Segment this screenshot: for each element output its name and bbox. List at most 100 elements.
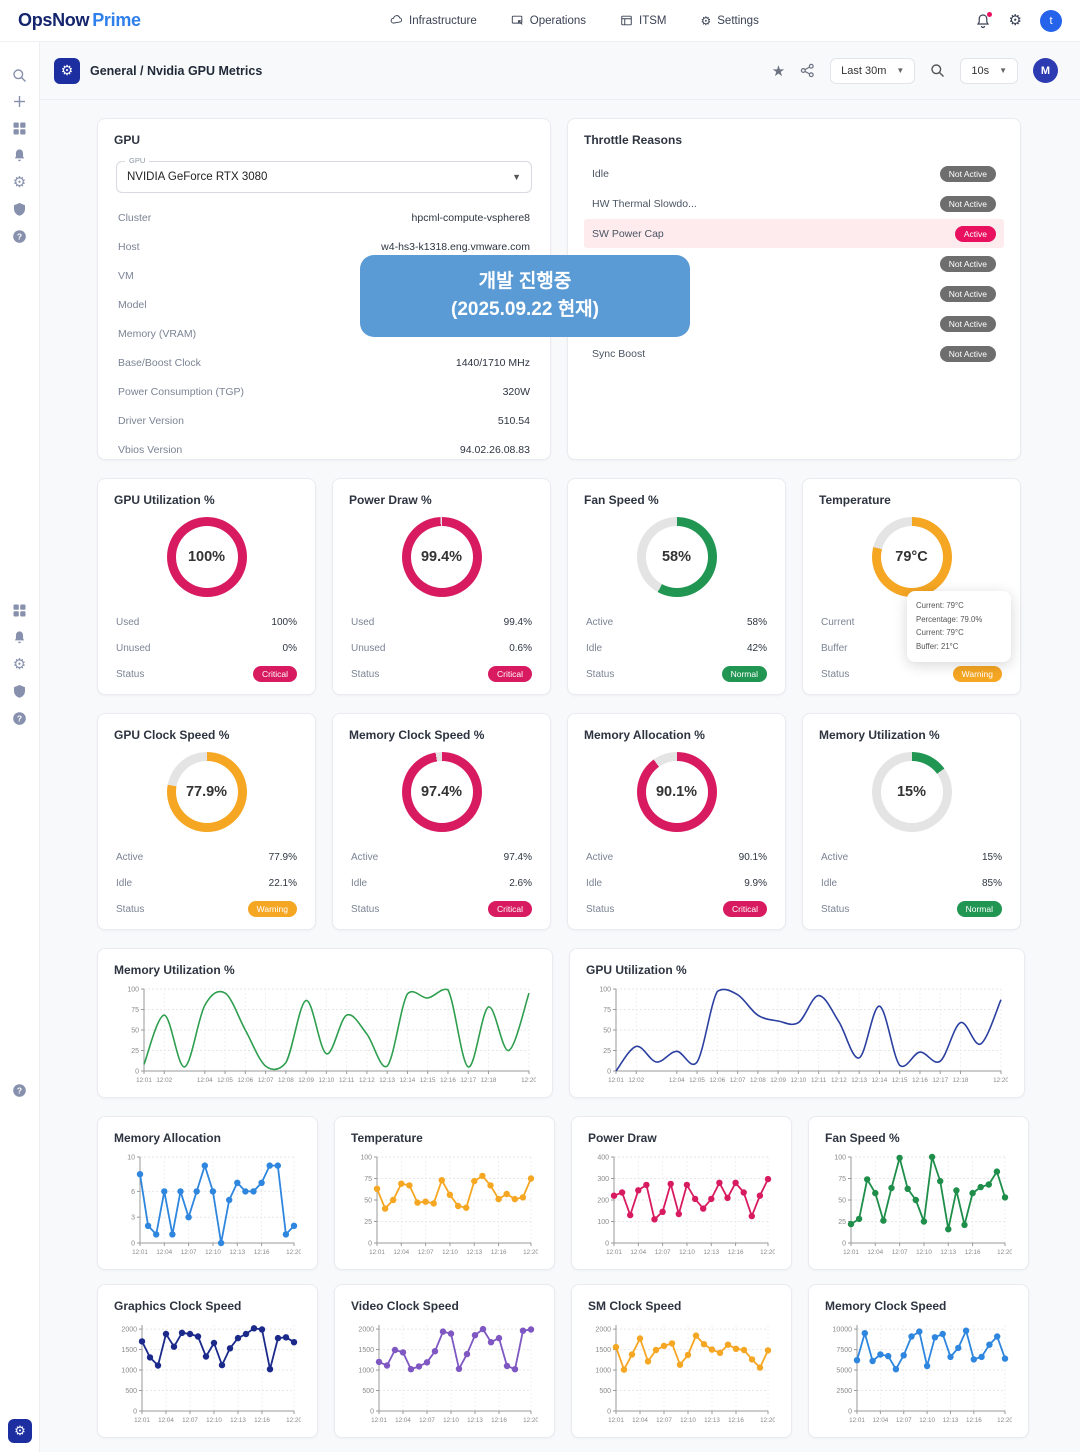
dashboard-icon[interactable]: [12, 603, 28, 619]
gear-icon: ⚙: [700, 13, 712, 28]
info-row: Cluster hpcml-compute-vsphere8: [118, 211, 530, 224]
svg-text:25: 25: [364, 1219, 372, 1226]
svg-text:12:07: 12:07: [656, 1417, 672, 1424]
nav-item-infrastructure[interactable]: Infrastructure: [390, 14, 477, 27]
shield-icon[interactable]: [12, 684, 28, 700]
help-icon[interactable]: ?: [12, 1083, 28, 1099]
svg-text:12:01: 12:01: [849, 1417, 865, 1424]
refresh-interval-dropdown[interactable]: 10s ▼: [960, 57, 1018, 84]
donut-gauge: 15%: [871, 752, 952, 832]
svg-text:12:06: 12:06: [237, 1077, 253, 1084]
svg-text:100: 100: [360, 1155, 372, 1162]
nav-item-itsm[interactable]: ITSM: [620, 14, 667, 27]
settings-fab-gear-icon[interactable]: ⚙: [8, 1419, 32, 1443]
svg-text:500: 500: [362, 1388, 374, 1395]
search-icon[interactable]: [930, 63, 945, 78]
svg-text:12:10: 12:10: [442, 1249, 458, 1256]
svg-text:12:18: 12:18: [481, 1077, 497, 1084]
donut-gauge: 97.4%: [401, 752, 482, 832]
status-badge: Not Active: [939, 195, 996, 212]
nav-item-settings[interactable]: ⚙ Settings: [700, 13, 759, 28]
settings-gear-icon[interactable]: ⚙: [1008, 12, 1022, 29]
app-logo[interactable]: OpsNow Prime: [18, 10, 141, 30]
development-notice-overlay: 개발 진행중 (2025.09.22 현재): [360, 255, 690, 337]
svg-text:12:04: 12:04: [158, 1417, 174, 1424]
svg-text:12:13: 12:13: [703, 1249, 719, 1256]
svg-text:0: 0: [607, 1409, 611, 1416]
gpu-select[interactable]: GPU NVIDIA GeForce RTX 3080 ▼: [116, 156, 532, 193]
dashboard-gear-icon[interactable]: ⚙: [54, 57, 80, 84]
help-icon[interactable]: ?: [12, 711, 28, 727]
svg-text:12:07: 12:07: [892, 1249, 908, 1256]
svg-text:12:01: 12:01: [608, 1417, 624, 1424]
nav-item-operations[interactable]: Operations: [511, 14, 586, 27]
bell-icon[interactable]: [12, 630, 28, 646]
chart-graphics-clock-speed: Graphics Clock Speed 0 500 1000 1500 2000 12:…: [97, 1284, 318, 1438]
svg-text:50: 50: [603, 1028, 611, 1035]
info-row: Host w4-hs3-k1318.eng.vmware.com: [118, 240, 530, 253]
chart-fan-speed: Fan Speed % 0 25 50 75 100 12:01 12:04 12:07 12:…: [808, 1116, 1029, 1270]
chart-temperature: Temperature 0 25 50 75 100 12:01 12:04 12:07 12:…: [334, 1116, 555, 1270]
gauge-fan-speed: Fan Speed % 58% Active 58% Idle 42% Status…: [567, 478, 786, 695]
svg-text:12:20: 12:20: [521, 1077, 536, 1084]
svg-text:12:07: 12:07: [655, 1249, 671, 1256]
operations-icon: [511, 15, 523, 25]
svg-text:0: 0: [131, 1241, 135, 1248]
svg-text:12:04: 12:04: [630, 1249, 646, 1256]
svg-text:0: 0: [368, 1241, 372, 1248]
throttle-row: HW Thermal Slowdo... Not Active: [584, 189, 1004, 218]
share-icon[interactable]: [800, 63, 815, 78]
svg-text:1000: 1000: [595, 1368, 611, 1375]
shield-icon[interactable]: [12, 202, 28, 218]
svg-text:12:08: 12:08: [278, 1077, 294, 1084]
svg-text:12:13: 12:13: [943, 1417, 959, 1424]
svg-text:?: ?: [17, 714, 22, 724]
bell-icon[interactable]: [12, 148, 28, 164]
chart-gpu-utilization: GPU Utilization % 0 25 50 75 100 12:01 12:02 12…: [569, 948, 1025, 1098]
status-badge: Not Active: [939, 255, 996, 272]
line-chart: 0 25 50 75 100 12:01 12:04 12:07 12:10 12:13 12:16…: [834, 1153, 1012, 1256]
svg-text:0: 0: [133, 1409, 137, 1416]
svg-text:10000: 10000: [833, 1327, 853, 1334]
svg-text:100: 100: [597, 1219, 609, 1226]
notifications-bell-icon[interactable]: [975, 11, 992, 29]
donut-gauge: 100%: [166, 517, 247, 597]
line-chart: 0 3 6 10 12:01 12:04 12:07 12:10 12:13 12:16 12:20: [127, 1155, 301, 1257]
gear-icon[interactable]: ⚙: [12, 174, 27, 191]
svg-text:12:10: 12:10: [680, 1417, 696, 1424]
user-avatar[interactable]: M: [1033, 58, 1058, 83]
svg-text:12:10: 12:10: [205, 1249, 221, 1256]
avatar[interactable]: t: [1040, 9, 1062, 32]
svg-text:12:07: 12:07: [258, 1077, 274, 1084]
svg-text:?: ?: [17, 1086, 22, 1096]
svg-text:75: 75: [603, 1007, 611, 1014]
chart-sm-clock-speed: SM Clock Speed 0 500 1000 1500 2000 12:01 12:0…: [571, 1284, 792, 1438]
help-icon[interactable]: ?: [12, 229, 28, 245]
svg-text:1500: 1500: [595, 1347, 611, 1354]
svg-text:2000: 2000: [595, 1327, 611, 1334]
time-range-dropdown[interactable]: Last 30m ▼: [830, 57, 916, 84]
svg-text:75: 75: [838, 1176, 846, 1183]
svg-text:12:10: 12:10: [919, 1417, 935, 1424]
plus-icon[interactable]: [12, 94, 28, 110]
svg-text:12:10: 12:10: [443, 1417, 459, 1424]
svg-text:75: 75: [364, 1176, 372, 1183]
svg-text:25: 25: [603, 1048, 611, 1055]
gauge-gpu-utilization: GPU Utilization % 100% Used 100% Unused 0%…: [97, 478, 316, 695]
search-icon[interactable]: [12, 68, 28, 84]
favorite-star-icon[interactable]: ★: [771, 62, 786, 80]
svg-text:12:05: 12:05: [217, 1077, 233, 1084]
gear-icon[interactable]: ⚙: [12, 656, 27, 673]
svg-text:12:10: 12:10: [206, 1417, 222, 1424]
status-badge: Not Active: [939, 315, 996, 332]
page-header: ⚙ General / Nvidia GPU Metrics ★ Last 30…: [40, 42, 1080, 100]
svg-text:12:02: 12:02: [156, 1077, 172, 1084]
dashboard-icon[interactable]: [12, 121, 28, 137]
throttle-row: Not Active: [584, 249, 1004, 278]
line-chart: 0 2500 5000 7500 10000 12:01 12:04 12:07 12:10 12…: [833, 1325, 1012, 1424]
svg-text:100: 100: [127, 987, 139, 994]
svg-text:0: 0: [607, 1069, 611, 1076]
gpu-select-value: NVIDIA GeForce RTX 3080: [127, 171, 268, 183]
svg-text:12:01: 12:01: [134, 1417, 150, 1424]
svg-text:12:01: 12:01: [608, 1077, 624, 1084]
